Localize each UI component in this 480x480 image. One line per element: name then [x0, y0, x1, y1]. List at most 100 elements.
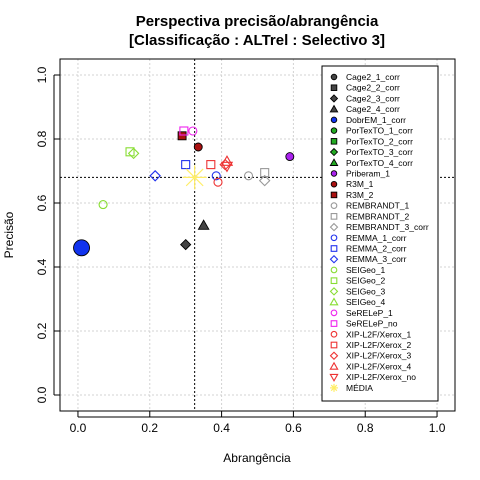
data-point	[181, 160, 191, 170]
legend-label: PorTexTO_2_corr	[346, 136, 413, 146]
legend-label: XIP-L2F/Xerox_no	[346, 372, 416, 382]
legend-marker	[330, 383, 338, 392]
y-tick-label: 0.8	[35, 130, 49, 147]
legend-marker	[330, 191, 338, 199]
legend-marker	[329, 104, 339, 113]
y-tick-label: 0.0	[35, 386, 49, 403]
y-axis: 0.0 0.2 0.4 0.6 0.8 1.0	[35, 66, 60, 403]
x-tick-label: 0.0	[70, 421, 87, 435]
legend-label: REMBRANDT_2	[346, 211, 410, 221]
legend-marker	[329, 94, 339, 103]
legend-marker	[329, 351, 339, 360]
y-tick-label: 0.4	[35, 258, 49, 275]
chart-title-line2: [Classificação : ALTrel : Selectivo 3]	[129, 32, 385, 49]
legend-marker	[330, 170, 338, 177]
x-axis-label: Abrangência	[223, 451, 291, 465]
data-point	[177, 131, 187, 141]
legend-label: PorTexTO_1_corr	[346, 126, 413, 136]
data-point	[98, 200, 108, 210]
legend-marker	[330, 320, 338, 327]
x-tick-label: 0.4	[213, 421, 230, 435]
data-point	[260, 168, 270, 178]
legend-marker	[330, 213, 338, 220]
chart-title-line1: Perspectiva precisão/abrangência	[136, 13, 379, 30]
legend-label: Cage2_3_corr	[346, 93, 400, 103]
data-point	[258, 174, 271, 187]
legend-label: XIP-L2F/Xerox_4	[346, 361, 411, 371]
x-tick-label: 1.0	[429, 421, 446, 435]
legend-marker	[330, 116, 338, 124]
legend-label: SEIGeo_4	[346, 297, 385, 307]
y-axis-label: Precisão	[2, 211, 16, 258]
legend-label: R3M_1	[346, 179, 374, 189]
legend-label: SEIGeo_1	[346, 265, 385, 275]
legend-marker	[329, 158, 339, 166]
legend-label: REMMA_2_corr	[346, 244, 407, 254]
legend-label: REMBRANDT_3_corr	[346, 222, 429, 232]
x-tick-label: 0.6	[285, 421, 302, 435]
legend-label: SeRELeP_1	[346, 308, 393, 318]
legend-marker	[330, 277, 338, 285]
legend-label: R3M_2	[346, 190, 374, 200]
legend-marker	[330, 202, 338, 209]
legend-marker	[329, 361, 339, 370]
legend-marker	[330, 138, 338, 145]
legend-label: REMBRANDT_1	[346, 201, 410, 211]
legend-marker	[330, 341, 338, 349]
legend-marker	[329, 373, 339, 382]
legend-box	[321, 65, 439, 402]
legend-label: DobrEM_1_corr	[346, 115, 406, 125]
data-point	[182, 165, 207, 190]
x-axis: 0.0 0.2 0.4 0.6 0.8 1.0	[70, 411, 446, 435]
data-point	[220, 161, 234, 173]
data-point	[127, 147, 140, 160]
legend-label: REMMA_3_corr	[346, 254, 407, 264]
legend-label: XIP-L2F/Xerox_2	[346, 340, 411, 350]
legend-marker	[330, 127, 338, 134]
legend: Cage2_1_corrCage2_2_corrCage2_3_corrCage…	[321, 65, 439, 402]
data-point	[125, 147, 135, 157]
data-point	[206, 160, 216, 170]
legend-label: PorTexTO_4_corr	[346, 158, 413, 168]
legend-label: Cage2_1_corr	[346, 72, 400, 82]
plot-frame	[59, 58, 456, 412]
legend-marker	[330, 180, 338, 188]
legend-label: XIP-L2F/Xerox_3	[346, 351, 411, 361]
data-point	[73, 239, 90, 257]
data-point	[149, 170, 161, 182]
data-point	[213, 177, 223, 187]
legend-label: Cage2_2_corr	[346, 83, 400, 93]
legend-marker	[330, 73, 338, 81]
data-point	[243, 171, 254, 181]
legend-label: Cage2_4_corr	[346, 104, 400, 114]
legend-label: MÉDIA	[346, 383, 373, 393]
data-point	[211, 171, 221, 181]
legend-marker	[330, 266, 338, 274]
x-tick-label: 0.8	[357, 421, 374, 435]
legend-label: SEIGeo_2	[346, 276, 385, 286]
legend-label: SeRELeP_no	[346, 319, 398, 329]
legend-marker	[329, 254, 339, 264]
legend-marker	[329, 297, 339, 306]
legend-label: SEIGeo_3	[346, 286, 385, 296]
legend-label: XIP-L2F/Xerox_1	[346, 329, 411, 339]
data-point	[220, 155, 234, 166]
legend-marker	[330, 245, 338, 252]
y-tick-label: 0.2	[35, 322, 49, 339]
y-tick-label: 1.0	[35, 66, 49, 83]
legend-label: Priberam_1	[346, 168, 390, 178]
data-point	[193, 142, 203, 152]
data-point	[188, 126, 198, 136]
data-points	[73, 126, 295, 257]
legend-marker	[330, 330, 338, 338]
legend-marker	[329, 287, 339, 296]
data-point	[285, 152, 295, 162]
legend-marker	[329, 147, 339, 157]
legend-marker	[330, 309, 338, 317]
legend-label: PorTexTO_3_corr	[346, 147, 413, 157]
legend-marker	[330, 234, 338, 242]
data-point	[197, 219, 210, 230]
y-tick-label: 0.6	[35, 194, 49, 211]
data-point	[180, 238, 192, 251]
